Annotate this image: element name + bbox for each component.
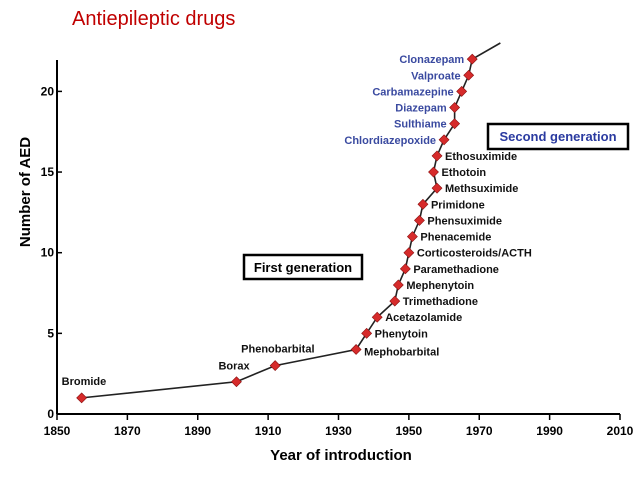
data-point-marker [350,344,362,355]
data-point-marker [431,150,443,162]
data-point-marker [449,102,461,113]
drug-label: Carbamazepine [372,86,453,98]
data-point-marker [361,327,373,339]
x-tick-label: 1850 [44,424,71,438]
drug-label: Primidone [431,199,485,211]
data-point-marker [269,360,281,372]
x-ticks: 1850 1870 1890 1910 1930 1950 1970 1990 2010 [44,414,634,438]
data-point-marker [438,134,450,146]
drug-label: Corticosteroids/ACTH [417,248,532,260]
x-axis-title: Year of introduction [270,447,412,464]
drug-label: Ethotoin [442,167,487,179]
drug-label: Methsuximide [445,183,518,195]
drug-label: Phenytoin [375,328,428,340]
y-tick-label: 15 [41,165,55,179]
y-tick-label: 5 [47,326,54,340]
data-point-marker [431,182,443,194]
data-point-marker [392,279,404,291]
y-axis-title: Number of AED [17,137,34,247]
y-ticks: 0 5 10 15 20 [41,84,62,421]
aed-series: Bromide Borax Phenobarbital Mephobarbital Ph… [62,42,532,404]
data-point-marker [76,392,88,404]
data-point-marker [466,53,478,65]
data-point-marker [371,311,383,323]
x-tick-label: 1930 [325,424,352,438]
data-point-marker [231,376,242,388]
drug-label: Phenacemide [420,232,491,244]
x-tick-label: 1890 [184,424,211,438]
drug-label: Paramethadione [413,264,499,276]
x-tick-label: 1950 [396,424,423,438]
slide-title: Antiepileptic drugs [72,8,236,30]
second-generation-frame [486,122,630,151]
data-point-marker [428,166,439,178]
drug-label: Phenobarbital [241,344,314,356]
drug-labels: Bromide Borax Phenobarbital Mephobarbital Ph… [62,54,532,388]
first-generation-label: First generation [254,260,352,275]
drug-label: Ethosuximide [445,151,517,163]
drug-label: Bromide [62,376,107,388]
drug-label: Valproate [411,70,461,82]
drug-label: Clonazepam [399,54,464,66]
data-point-marker [417,198,429,210]
second-generation-label: Second generation [499,129,616,144]
first-generation-box: First generation [242,253,364,281]
data-point-marker [414,215,425,226]
series-markers [76,53,478,404]
drug-label: Diazepam [395,103,447,115]
y-tick-label: 20 [41,84,55,98]
first-generation-frame [242,253,364,281]
drug-label: Mephobarbital [364,346,439,358]
y-tick-label: 0 [47,407,54,421]
y-tick-label: 10 [41,246,55,260]
data-point-marker [456,85,468,97]
data-point-marker [389,295,401,307]
x-tick-label: 1990 [536,424,563,438]
drug-label: Chlordiazepoxide [344,135,436,147]
x-tick-label: 1910 [255,424,282,438]
drug-label: Phensuximide [427,215,502,227]
data-point-marker [399,263,411,275]
x-tick-label: 1870 [114,424,141,438]
drug-label: Trimethadione [403,296,478,308]
drug-label: Sulthiame [394,119,447,131]
x-tick-label: 2010 [607,424,634,438]
data-point-marker [463,69,475,81]
x-tick-label: 1970 [466,424,493,438]
drug-label: Borax [218,361,250,373]
data-point-marker [406,231,418,242]
data-point-marker [403,247,415,259]
data-point-marker [449,118,461,130]
drug-label: Acetazolamide [385,312,462,324]
second-generation-box: Second generation [486,122,630,151]
drug-label: Mephenytoin [406,280,474,292]
